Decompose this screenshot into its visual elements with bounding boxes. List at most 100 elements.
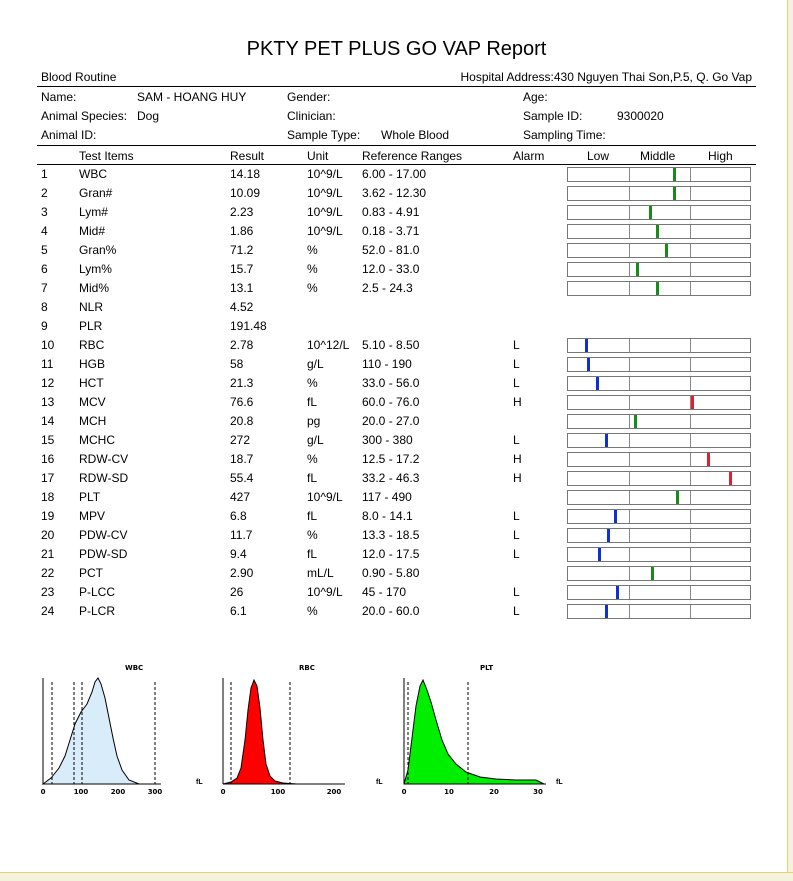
- row-number: 24: [41, 604, 55, 618]
- row-unit: %: [307, 452, 318, 466]
- row-reference: 12.5 - 17.2: [362, 452, 420, 466]
- row-reference: 3.62 - 12.30: [362, 186, 427, 200]
- row-unit: 10^9/L: [307, 490, 343, 504]
- level-bar: [567, 433, 751, 448]
- row-unit: pg: [307, 414, 321, 428]
- level-bar-divider: [629, 282, 630, 295]
- level-bar: [567, 186, 751, 201]
- row-result: 272: [230, 433, 251, 447]
- level-bar-divider: [690, 529, 691, 542]
- level-bar: [567, 585, 751, 600]
- row-number: 11: [41, 357, 54, 371]
- row-test-item: RDW-CV: [79, 452, 129, 466]
- row-result: 58: [230, 357, 244, 371]
- level-bar-divider: [629, 263, 630, 276]
- plt-tick-30: 30: [533, 788, 543, 796]
- rbc-tick-0: 0: [221, 788, 226, 796]
- col-reference: Reference Ranges: [362, 149, 463, 163]
- level-bar-divider: [629, 187, 630, 200]
- level-bar-divider: [629, 168, 630, 181]
- row-unit: 10^9/L: [307, 224, 343, 238]
- level-bar-divider: [690, 206, 691, 219]
- name-label: Name:: [41, 90, 77, 104]
- row-number: 1: [41, 167, 48, 181]
- level-bar-divider: [629, 453, 630, 466]
- row-number: 6: [41, 262, 48, 276]
- row-alarm: L: [513, 547, 520, 561]
- row-result: 191.48: [230, 319, 267, 333]
- sample-id-value: 9300020: [617, 109, 664, 123]
- row-number: 4: [41, 224, 48, 238]
- row-test-item: MCHC: [79, 433, 115, 447]
- row-test-item: HGB: [79, 357, 106, 371]
- wbc-curve: [41, 677, 140, 785]
- row-number: 18: [41, 490, 55, 504]
- level-bar-divider: [690, 491, 691, 504]
- row-result: 4.52: [230, 300, 254, 314]
- row-number: 12: [41, 376, 55, 390]
- row-unit: 10^9/L: [307, 167, 343, 181]
- header-divider: [37, 86, 756, 87]
- level-bar-divider: [690, 187, 691, 200]
- plt-tick-0: 0: [402, 788, 407, 796]
- level-bar-divider: [629, 472, 630, 485]
- wbc-tick-0: 0: [41, 788, 46, 796]
- level-bar-divider: [690, 453, 691, 466]
- row-alarm: L: [513, 509, 520, 523]
- rbc-curve: [222, 678, 298, 785]
- sample-id-label: Sample ID:: [523, 109, 583, 123]
- row-number: 23: [41, 585, 55, 599]
- row-test-item: P-LCR: [79, 604, 116, 618]
- level-bar-divider: [690, 434, 691, 447]
- level-marker: [651, 567, 654, 580]
- level-bar-divider: [690, 244, 691, 257]
- wbc-tick-200: 200: [111, 788, 126, 796]
- row-test-item: Lym%: [79, 262, 112, 276]
- sample-type-label: Sample Type:: [287, 128, 361, 142]
- row-number: 2: [41, 186, 48, 200]
- row-unit: fL: [307, 509, 318, 523]
- row-test-item: PCT: [79, 566, 103, 580]
- row-unit: fL: [307, 471, 318, 485]
- row-alarm: L: [513, 338, 520, 352]
- row-reference: 33.0 - 56.0: [362, 376, 420, 390]
- rbc-unit-label: fL: [376, 779, 383, 786]
- row-unit: fL: [307, 547, 318, 561]
- level-marker: [614, 510, 617, 523]
- row-result: 13.1: [230, 281, 254, 295]
- animal-id-label: Animal ID:: [41, 128, 97, 142]
- row-result: 6.8: [230, 509, 247, 523]
- age-label: Age:: [523, 90, 548, 104]
- row-result: 18.7: [230, 452, 254, 466]
- row-test-item: Lym#: [79, 205, 108, 219]
- row-test-item: P-LCC: [79, 585, 116, 599]
- columns-divider: [37, 164, 756, 165]
- level-bar-divider: [629, 434, 630, 447]
- level-bar-divider: [690, 586, 691, 599]
- row-alarm: L: [513, 528, 520, 542]
- row-reference: 6.00 - 17.00: [362, 167, 427, 181]
- level-bar: [567, 338, 751, 353]
- row-number: 21: [41, 547, 55, 561]
- wbc-tick-100: 100: [74, 788, 89, 796]
- row-number: 19: [41, 509, 55, 523]
- row-result: 1.86: [230, 224, 254, 238]
- row-alarm: L: [513, 357, 520, 371]
- plt-histogram: PLT 0 10 20 30: [402, 664, 546, 796]
- rbc-tick-200: 200: [327, 788, 342, 796]
- row-unit: 10^9/L: [307, 186, 343, 200]
- level-bar: [567, 509, 751, 524]
- row-result: 2.78: [230, 338, 254, 352]
- row-reference: 20.0 - 27.0: [362, 414, 420, 428]
- row-test-item: NLR: [79, 300, 104, 314]
- level-marker: [691, 396, 694, 409]
- level-bar-divider: [690, 510, 691, 523]
- row-result: 427: [230, 490, 251, 504]
- level-marker: [656, 225, 659, 238]
- level-bar: [567, 376, 751, 391]
- row-alarm: L: [513, 604, 520, 618]
- level-bar: [567, 395, 751, 410]
- row-number: 8: [41, 300, 48, 314]
- row-number: 14: [41, 414, 55, 428]
- wbc-unit-label: fL: [196, 779, 203, 786]
